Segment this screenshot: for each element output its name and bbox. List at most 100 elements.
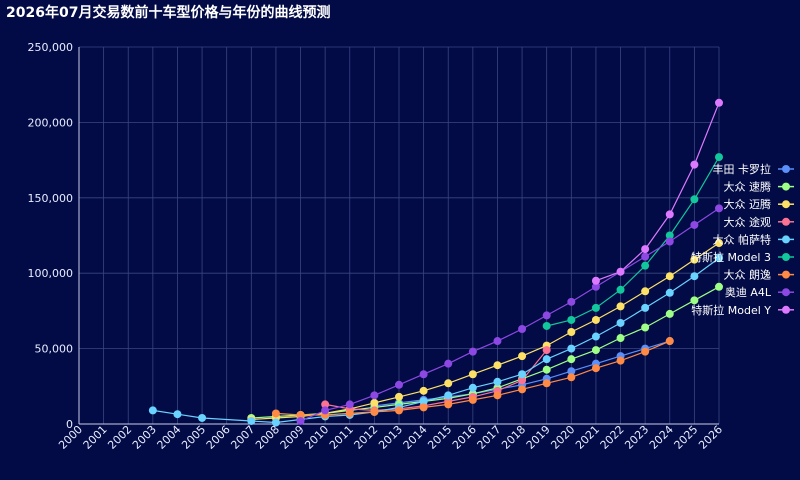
- data-point[interactable]: [493, 391, 502, 400]
- legend-item[interactable]: 奥迪 A4L: [725, 285, 794, 299]
- data-point[interactable]: [419, 397, 428, 406]
- data-point[interactable]: [616, 302, 625, 311]
- data-point[interactable]: [641, 252, 650, 261]
- data-point[interactable]: [542, 346, 551, 355]
- data-point[interactable]: [345, 409, 354, 418]
- data-point[interactable]: [616, 318, 625, 327]
- data-point[interactable]: [616, 356, 625, 365]
- data-point[interactable]: [419, 370, 428, 379]
- data-point[interactable]: [690, 195, 699, 204]
- data-point[interactable]: [468, 347, 477, 356]
- data-point[interactable]: [419, 386, 428, 395]
- data-point[interactable]: [567, 373, 576, 382]
- data-point[interactable]: [616, 267, 625, 276]
- data-point[interactable]: [567, 315, 576, 324]
- data-point[interactable]: [444, 379, 453, 388]
- data-point[interactable]: [173, 410, 182, 419]
- data-point[interactable]: [665, 309, 674, 318]
- data-point[interactable]: [370, 391, 379, 400]
- data-point[interactable]: [370, 407, 379, 416]
- data-point[interactable]: [641, 347, 650, 356]
- data-point[interactable]: [518, 376, 527, 385]
- data-point[interactable]: [493, 361, 502, 370]
- data-point[interactable]: [591, 276, 600, 285]
- data-point[interactable]: [641, 245, 650, 254]
- data-point[interactable]: [715, 98, 723, 107]
- data-point[interactable]: [665, 210, 674, 219]
- data-point[interactable]: [518, 385, 527, 394]
- data-point[interactable]: [444, 359, 453, 368]
- data-point[interactable]: [296, 410, 305, 419]
- data-point[interactable]: [641, 287, 650, 296]
- legend-item[interactable]: 大众 帕萨特: [713, 232, 795, 246]
- legend-item[interactable]: 大众 速腾: [724, 180, 795, 194]
- data-point[interactable]: [690, 220, 699, 229]
- legend-item[interactable]: 大众 途观: [724, 215, 795, 229]
- data-point[interactable]: [518, 352, 527, 361]
- data-point[interactable]: [271, 409, 280, 418]
- data-point[interactable]: [345, 400, 354, 409]
- data-point[interactable]: [271, 418, 280, 427]
- data-point[interactable]: [542, 355, 551, 364]
- data-point[interactable]: [518, 324, 527, 333]
- data-point[interactable]: [296, 416, 305, 425]
- data-point[interactable]: [715, 254, 723, 263]
- data-point[interactable]: [395, 380, 403, 389]
- data-point[interactable]: [321, 400, 330, 409]
- data-point[interactable]: [518, 370, 527, 379]
- data-point[interactable]: [493, 337, 502, 346]
- data-point[interactable]: [665, 237, 674, 246]
- data-point[interactable]: [715, 282, 723, 291]
- data-point[interactable]: [321, 406, 330, 415]
- data-point[interactable]: [419, 403, 428, 412]
- data-point[interactable]: [690, 160, 699, 169]
- data-point[interactable]: [567, 344, 576, 353]
- data-point[interactable]: [690, 272, 699, 281]
- data-point[interactable]: [542, 379, 551, 388]
- data-point[interactable]: [468, 395, 477, 404]
- data-point[interactable]: [444, 391, 453, 400]
- data-point[interactable]: [665, 337, 674, 346]
- data-point[interactable]: [198, 413, 207, 422]
- data-point[interactable]: [370, 398, 379, 407]
- data-point[interactable]: [567, 297, 576, 306]
- data-point[interactable]: [690, 296, 699, 305]
- data-point[interactable]: [567, 328, 576, 337]
- data-point[interactable]: [665, 288, 674, 297]
- legend-item[interactable]: 丰田 卡罗拉: [713, 162, 795, 176]
- data-point[interactable]: [468, 383, 477, 392]
- data-point[interactable]: [444, 400, 453, 409]
- data-point[interactable]: [665, 231, 674, 240]
- data-point[interactable]: [715, 239, 723, 248]
- legend-item[interactable]: 大众 迈腾: [724, 197, 795, 211]
- data-point[interactable]: [641, 323, 650, 332]
- data-point[interactable]: [591, 346, 600, 355]
- data-point[interactable]: [616, 334, 625, 343]
- data-point[interactable]: [591, 303, 600, 312]
- data-point[interactable]: [591, 332, 600, 341]
- legend-item[interactable]: 特斯拉 Model Y: [691, 303, 794, 317]
- data-point[interactable]: [616, 285, 625, 294]
- data-point[interactable]: [542, 321, 551, 330]
- data-point[interactable]: [641, 303, 650, 312]
- data-point[interactable]: [493, 377, 502, 386]
- data-point[interactable]: [591, 364, 600, 373]
- data-point[interactable]: [715, 153, 723, 162]
- data-point[interactable]: [591, 282, 600, 291]
- legend-item[interactable]: 大众 朗逸: [724, 268, 795, 282]
- data-point[interactable]: [542, 365, 551, 374]
- data-point[interactable]: [567, 355, 576, 364]
- data-point[interactable]: [665, 272, 674, 281]
- data-point[interactable]: [395, 392, 403, 401]
- data-point[interactable]: [591, 315, 600, 324]
- data-point[interactable]: [542, 311, 551, 320]
- legend-item[interactable]: 特斯拉 Model 3: [691, 250, 794, 264]
- data-point[interactable]: [641, 261, 650, 270]
- data-point[interactable]: [468, 370, 477, 379]
- data-point[interactable]: [567, 367, 576, 376]
- data-point[interactable]: [247, 416, 256, 425]
- data-point[interactable]: [715, 204, 723, 213]
- data-point[interactable]: [148, 406, 157, 415]
- data-point[interactable]: [690, 255, 699, 264]
- data-point[interactable]: [395, 406, 403, 415]
